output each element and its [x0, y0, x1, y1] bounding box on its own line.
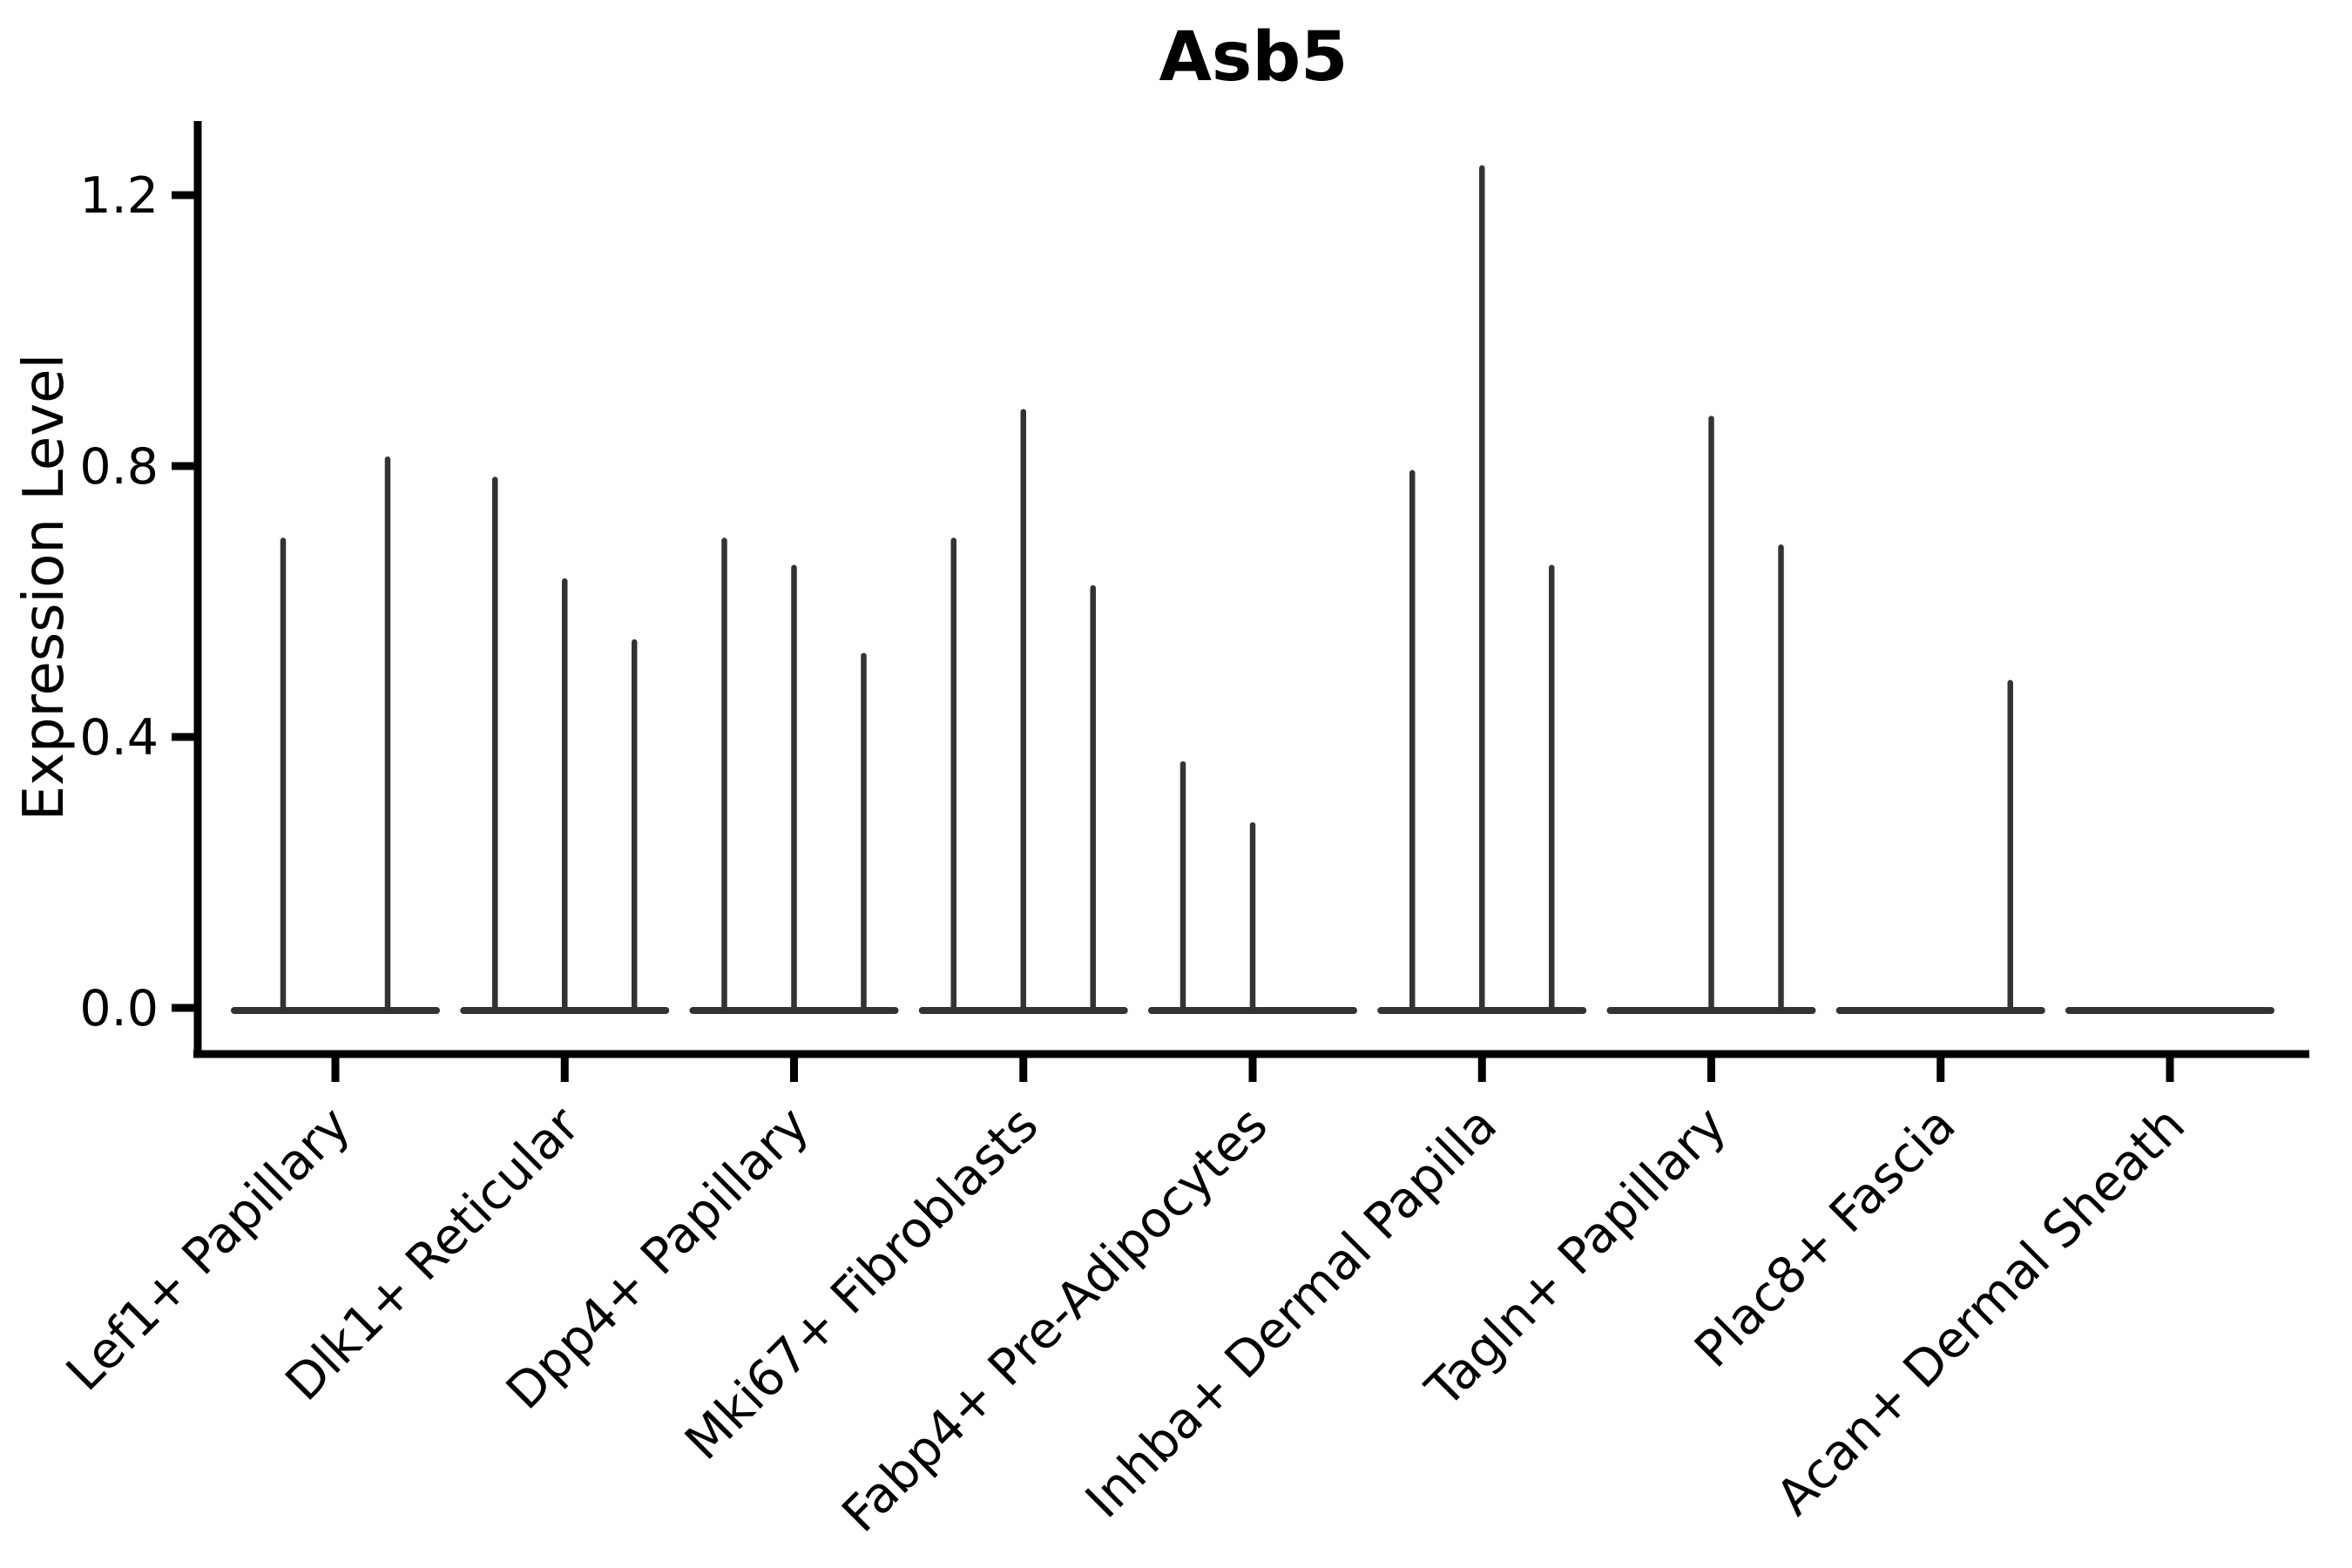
y-tick-label: 0.4: [79, 709, 159, 767]
x-axis-category-label: Inhba+ Dermal Papilla: [1075, 1096, 1508, 1529]
chart-title: Asb5: [1159, 18, 1348, 97]
y-axis-label: Expression Level: [12, 354, 77, 821]
violins-group: [231, 165, 2274, 1014]
y-tick-label: 0.8: [79, 438, 159, 496]
x-axis-category-label: Fabp4+ Pre-Adipocytes: [831, 1096, 1278, 1543]
y-tick-label: 1.2: [79, 167, 159, 225]
y-tick-label: 0.0: [79, 980, 159, 1037]
x-axis-category-label: Acan+ Dermal Sheath: [1766, 1096, 2196, 1526]
